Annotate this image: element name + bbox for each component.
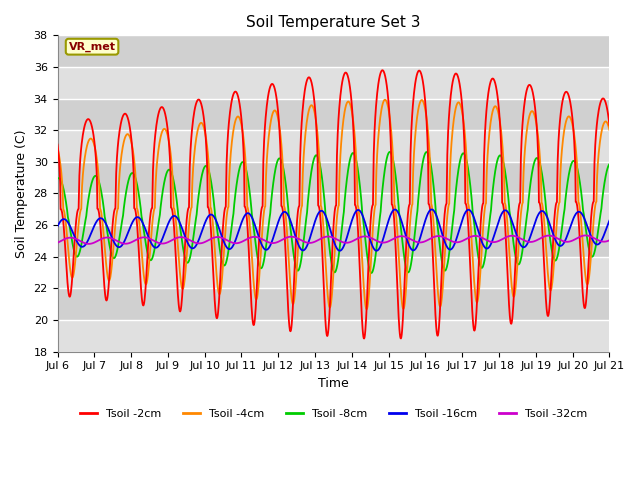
Text: VR_met: VR_met	[68, 42, 116, 52]
Legend: Tsoil -2cm, Tsoil -4cm, Tsoil -8cm, Tsoil -16cm, Tsoil -32cm: Tsoil -2cm, Tsoil -4cm, Tsoil -8cm, Tsoi…	[76, 405, 591, 423]
Tsoil -32cm	[605, 238, 613, 243]
Bar	[58, 162, 609, 193]
Bar	[58, 225, 609, 257]
Tsoil -4cm	[270, 108, 278, 114]
Title: Soil Temperature Set 3: Soil Temperature Set 3	[246, 15, 420, 30]
Tsoil -4cm	[175, 264, 183, 269]
Tsoil -2cm	[270, 84, 278, 89]
Tsoil -8cm	[367, 270, 375, 276]
Bar	[58, 130, 609, 162]
Tsoil -16cm	[270, 232, 278, 238]
Tsoil -4cm	[54, 145, 61, 151]
Tsoil -16cm	[605, 217, 613, 223]
Tsoil -32cm	[54, 240, 61, 246]
Tsoil -16cm	[372, 248, 380, 253]
Tsoil -4cm	[605, 127, 613, 133]
Y-axis label: Soil Temperature (C): Soil Temperature (C)	[15, 129, 28, 258]
Tsoil -8cm	[54, 176, 61, 181]
Bar	[58, 257, 609, 288]
Tsoil -2cm	[284, 293, 291, 299]
Tsoil -32cm	[271, 240, 278, 246]
Tsoil -8cm	[510, 241, 518, 247]
Bar	[58, 67, 609, 98]
Tsoil -16cm	[284, 211, 291, 217]
Tsoil -16cm	[557, 243, 565, 249]
Tsoil -4cm	[363, 306, 371, 312]
Bar	[58, 288, 609, 320]
Tsoil -32cm	[509, 233, 517, 239]
Tsoil -2cm	[175, 307, 183, 313]
Bar	[58, 36, 609, 67]
Tsoil -4cm	[284, 237, 291, 242]
Line: Tsoil -2cm: Tsoil -2cm	[58, 70, 609, 338]
Bar	[58, 98, 609, 130]
Tsoil -16cm	[175, 219, 183, 225]
Tsoil -2cm	[419, 78, 427, 84]
Tsoil -8cm	[284, 197, 291, 203]
Tsoil -16cm	[54, 224, 61, 229]
Tsoil -32cm	[557, 237, 564, 243]
Line: Tsoil -8cm: Tsoil -8cm	[58, 152, 609, 273]
Line: Tsoil -32cm: Tsoil -32cm	[58, 235, 609, 244]
Tsoil -2cm	[557, 107, 565, 113]
Tsoil -32cm	[284, 234, 292, 240]
Tsoil -8cm	[419, 159, 427, 165]
Bar	[58, 193, 609, 225]
Tsoil -8cm	[557, 231, 565, 237]
Tsoil -4cm	[419, 98, 427, 104]
Line: Tsoil -4cm: Tsoil -4cm	[58, 100, 609, 309]
Tsoil -4cm	[557, 157, 565, 163]
Tsoil -8cm	[386, 149, 394, 155]
Line: Tsoil -16cm: Tsoil -16cm	[58, 209, 609, 251]
Tsoil -8cm	[605, 161, 613, 167]
Tsoil -8cm	[175, 219, 183, 225]
Tsoil -4cm	[381, 97, 388, 103]
X-axis label: Time: Time	[318, 377, 349, 390]
Tsoil -2cm	[360, 336, 368, 341]
Tsoil -2cm	[54, 142, 61, 147]
Tsoil -2cm	[605, 122, 613, 128]
Bar	[58, 320, 609, 351]
Tsoil -32cm	[582, 232, 589, 238]
Tsoil -32cm	[84, 241, 92, 247]
Tsoil -2cm	[510, 297, 518, 302]
Tsoil -16cm	[419, 228, 426, 233]
Tsoil -4cm	[510, 294, 518, 300]
Tsoil -32cm	[419, 240, 426, 245]
Tsoil -2cm	[379, 67, 387, 73]
Tsoil -32cm	[176, 234, 184, 240]
Tsoil -8cm	[270, 174, 278, 180]
Tsoil -16cm	[510, 223, 518, 229]
Tsoil -16cm	[428, 206, 435, 212]
